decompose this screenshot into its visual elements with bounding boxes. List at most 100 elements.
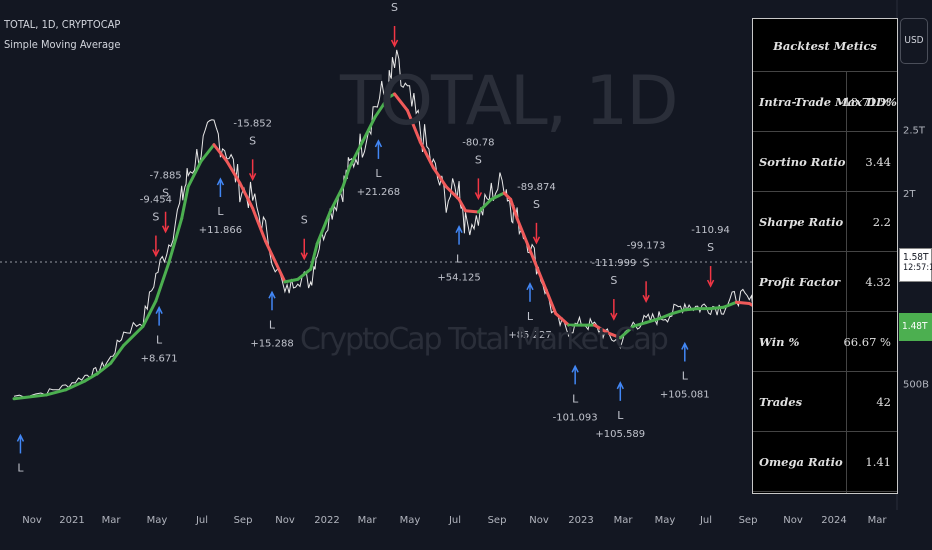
sma-segment <box>593 323 609 335</box>
sma-segment <box>605 331 622 340</box>
sell-marker: S <box>152 211 159 224</box>
metric-value: 2.2 <box>872 215 891 229</box>
metric-label: Profit Factor <box>759 275 841 289</box>
x-axis-tick-label: Nov <box>783 515 803 526</box>
buy-marker: L <box>527 310 534 323</box>
metric-label: Win % <box>759 335 800 349</box>
sell-marker: S <box>533 198 540 211</box>
sell-arrow-head <box>390 39 399 48</box>
sma-segment <box>315 210 332 246</box>
sma-segment <box>444 185 461 201</box>
sell-pnl-label: -80.78 <box>462 137 494 148</box>
buy-arrow-head <box>374 139 383 148</box>
sma-segment <box>554 312 571 327</box>
buy-pnl-label: +105.081 <box>660 389 710 400</box>
metric-value: 42 <box>876 395 891 409</box>
y-axis-tick-label: 2T <box>903 189 916 200</box>
sma-segment <box>199 143 216 163</box>
sma-segment <box>309 242 319 271</box>
sma-segment <box>618 324 635 340</box>
buy-marker: L <box>617 409 624 422</box>
metric-row: Profit Factor 4.32 <box>753 251 897 312</box>
sma-segment <box>180 185 190 220</box>
buy-pnl-label: +15.288 <box>250 338 293 349</box>
sell-marker: S <box>475 153 482 166</box>
x-axis-tick-label: Jul <box>699 515 712 526</box>
x-axis-tick-label: Nov <box>275 515 295 526</box>
sma-segment <box>373 96 390 119</box>
buy-arrow-head <box>216 177 225 186</box>
sma-segment <box>96 361 113 375</box>
x-axis-tick-label: Jul <box>195 515 208 526</box>
sma-segment <box>186 159 203 189</box>
sma-segment <box>431 166 448 189</box>
sma-segment <box>464 209 480 214</box>
sma-segment <box>360 115 377 144</box>
buy-marker: L <box>217 205 224 218</box>
x-axis-tick-label: Mar <box>614 515 634 526</box>
sell-arrow-head <box>300 252 308 261</box>
sma-segment <box>418 140 435 170</box>
column-divider <box>846 71 847 493</box>
x-axis-tick-label: 2023 <box>568 515 593 526</box>
sma-segment <box>644 317 661 325</box>
buy-pnl-label: +11.866 <box>199 225 242 236</box>
buy-pnl-label: +85.227 <box>508 330 551 341</box>
metric-label: Trades <box>759 395 803 409</box>
x-axis-tick-label: May <box>147 515 168 526</box>
sma-segment <box>264 239 287 284</box>
sell-marker: S <box>301 214 308 227</box>
symbol-legend[interactable]: TOTAL, 1D, CRYPTOCAP <box>4 18 121 31</box>
backtest-metrics-table: Backtest Metics Intra-Trade Max DD% -18.7… <box>752 18 898 494</box>
currency-button[interactable]: USD <box>900 18 928 64</box>
sell-pnl-label: -111.999 <box>591 258 636 269</box>
sma-segment <box>238 181 255 210</box>
sell-pnl-label: -9.454 <box>140 195 172 206</box>
sell-arrow-head <box>474 192 483 201</box>
sma-segment <box>528 248 545 284</box>
metric-row: Intra-Trade Max DD% -18.71 % <box>753 71 897 132</box>
sma-segment <box>509 197 519 220</box>
sell-arrow-head <box>161 225 170 234</box>
watermark-name: CryptoCap Total Market Cap <box>300 322 669 357</box>
price-series-line <box>13 49 793 398</box>
indicator-legend[interactable]: Simple Moving Average <box>4 38 121 51</box>
x-axis-tick-label: Jul <box>448 515 461 526</box>
buy-marker: L <box>269 318 276 331</box>
buy-marker: L <box>682 369 689 382</box>
buy-arrow-head <box>16 433 25 442</box>
sma-segment <box>141 299 158 328</box>
sma-segment <box>393 92 409 112</box>
sma-segment <box>405 108 422 144</box>
sma-segment <box>328 185 345 214</box>
buy-marker: L <box>375 167 382 180</box>
metric-value: 66.67 % <box>843 335 891 349</box>
table-header: Backtest Metics <box>753 19 897 72</box>
sma-segment <box>122 324 145 347</box>
x-axis-tick-label: May <box>655 515 676 526</box>
x-axis-tick-label: Sep <box>739 515 758 526</box>
buy-pnl-label: +54.125 <box>437 273 480 284</box>
countdown-timer: 12:57:13 <box>903 263 932 273</box>
buy-pnl-label: +105.589 <box>595 429 645 440</box>
y-axis-tick-label: 2.5T <box>903 126 926 137</box>
metric-label: Sortino Ratio <box>759 155 846 169</box>
buy-arrow-head <box>681 341 689 350</box>
sma-segment <box>734 300 751 305</box>
sell-arrow-head <box>706 279 715 288</box>
watermark-symbol: TOTAL, 1D <box>340 62 679 141</box>
sma-segment <box>631 321 648 328</box>
sell-marker: S <box>707 241 714 254</box>
sma-segment <box>341 166 351 189</box>
buy-pnl-label: -101.093 <box>553 412 598 423</box>
sma-segment <box>489 191 506 201</box>
sma-segment <box>212 143 229 163</box>
x-axis-tick-label: Sep <box>488 515 507 526</box>
sma-segment <box>657 312 674 321</box>
buy-pnl-label: +8.671 <box>141 354 178 365</box>
sell-marker: S <box>391 1 398 14</box>
current-price-badge: 1.58T 12:57:13 <box>899 248 932 282</box>
sma-segment <box>154 261 171 303</box>
sell-pnl-label: -110.94 <box>691 225 730 236</box>
sell-marker: S <box>249 134 256 147</box>
